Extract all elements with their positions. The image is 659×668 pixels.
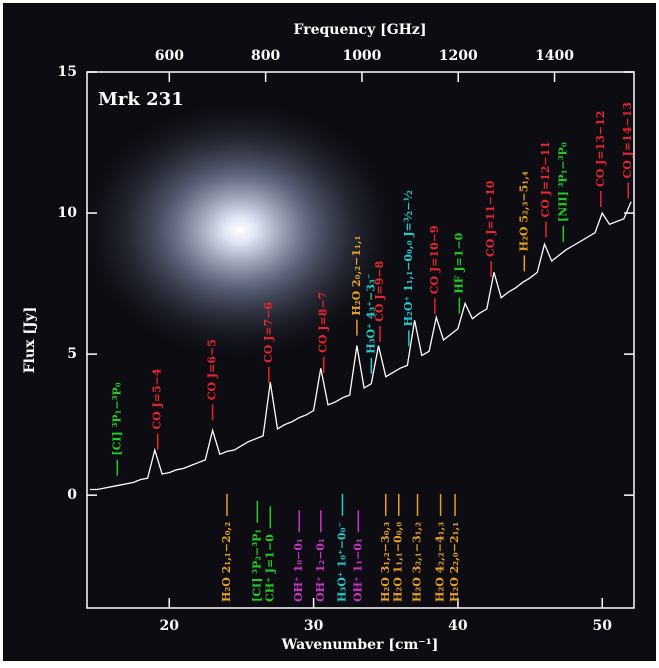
annotation-label: H₂O 5₂,₃−5₁,₄ (517, 171, 530, 251)
annotation-label: [CI] ³P₂−³P₁ (250, 529, 263, 602)
chart-title: Mrk 231 (98, 89, 184, 110)
y-tick-label: 0 (67, 487, 77, 503)
annotation-label: H₂O 2₂,₀−2₁,₁ (448, 522, 461, 602)
annotation-label: H₂O 3₂,₁−3₁,₂ (411, 522, 424, 602)
galaxy-image (80, 100, 400, 360)
y-axis-label: Flux [Jy] (22, 307, 38, 374)
y-tick-label: 5 (67, 346, 77, 362)
annotation-label: [CI] ³P₁−³P₀ (110, 382, 123, 455)
x-tick-label: 50 (593, 618, 613, 634)
annotation-label: [NII] ³P₁−³P₀ (556, 142, 569, 222)
x2-tick-label: 1000 (342, 48, 381, 64)
x2-tick-label: 800 (251, 48, 280, 64)
annotation-label: H₂O 4₂,₂−4₁,₃ (434, 522, 447, 602)
y-tick-label: 10 (58, 205, 78, 221)
x2-tick-label: 1200 (439, 48, 478, 64)
chart: Mrk 231 Wavenumber [cm⁻¹] Frequency [GHz… (0, 0, 659, 664)
x2-axis-label: Frequency [GHz] (294, 22, 427, 38)
annotation-label: OH⁺ 1₁−0₁ (351, 538, 364, 602)
annotation-label: HF J=1−0 (452, 232, 465, 293)
annotation-label: CO J=7−6 (262, 302, 275, 363)
x-tick-label: 20 (160, 618, 180, 634)
annotation-label: CO J=12−11 (539, 141, 552, 217)
x-tick-label: 40 (448, 618, 468, 634)
annotation-label: H₂O 2₀,₂−1₁,₁ (350, 235, 363, 315)
annotation-label: CO J=5−4 (151, 368, 164, 429)
annotation-label: H₂O⁺ 1₁,₁−0₀,₀ J=³⁄₂−¹⁄₂ (402, 190, 415, 326)
annotation-label: CO J=14−13 (621, 102, 634, 178)
annotation-label: OH⁺ 1₀−0₁ (292, 538, 305, 602)
annotation-label: CH⁺ J=1−0 (263, 534, 276, 602)
y-tick-label: 15 (58, 64, 77, 80)
x-axis-label: Wavenumber [cm⁻¹] (281, 637, 439, 653)
annotation-label: CO J=8−7 (317, 292, 330, 353)
x2-tick-label: 1400 (535, 48, 574, 64)
x-tick-label: 30 (304, 618, 324, 634)
annotation-label: CO J=13−12 (594, 111, 607, 187)
annotation-label: OH⁺ 1₂−0₁ (314, 538, 327, 602)
annotation-label: H₂O 2₁,₁−2₀,₂ (220, 522, 233, 602)
annotation-label: CO J=11−10 (484, 180, 497, 257)
annotation-label: H₂O 3₁,₂−3₀,₃ (379, 522, 392, 602)
annotation-label: H₃O⁺ 4₃⁺−3₃⁻ (364, 273, 377, 353)
annotation-label: H₂O 1₁,₁−0₀,₀ (392, 522, 405, 602)
page: {"chart_data": { "type": "line", "title"… (0, 0, 659, 664)
annotation-label: CO J=10−9 (428, 225, 441, 294)
annotation-label: CO J=6−5 (206, 339, 219, 400)
annotation-label: H₃O⁺ 1₀⁺−0₀⁻ (335, 522, 348, 602)
x2-tick-label: 600 (155, 48, 184, 64)
